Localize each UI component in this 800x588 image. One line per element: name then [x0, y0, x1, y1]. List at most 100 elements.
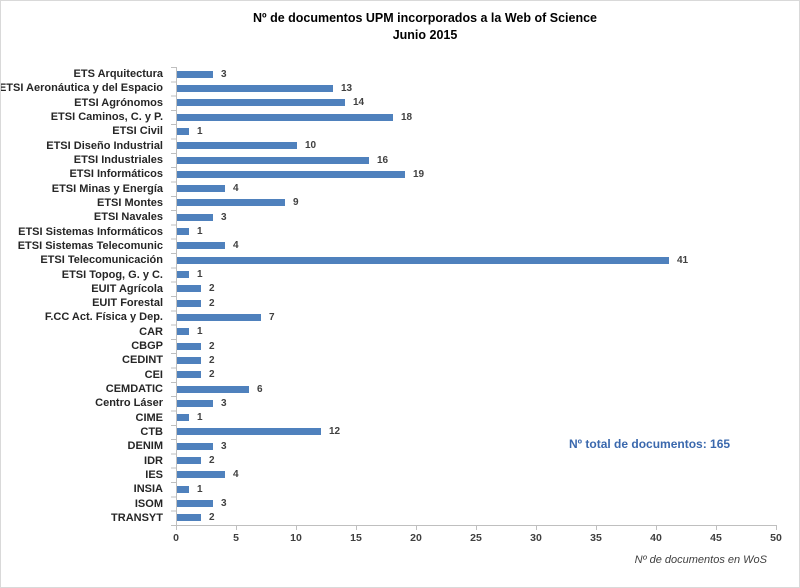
bar-row: 4 — [177, 239, 777, 253]
x-tick-label: 10 — [290, 532, 302, 544]
x-tick-mark — [536, 526, 537, 530]
x-tick-mark — [716, 526, 717, 530]
bar-value-label: 10 — [305, 140, 317, 152]
bar-value-label: 7 — [269, 311, 275, 323]
bar-row: 1 — [177, 267, 777, 281]
category-label: CTB — [140, 425, 163, 438]
bar-value-label: 2 — [209, 283, 215, 295]
x-tick-mark — [416, 526, 417, 530]
bar-row: 2 — [177, 353, 777, 367]
bar — [177, 199, 285, 207]
bar-value-label: 13 — [341, 82, 353, 94]
bar-value-label: 4 — [233, 183, 239, 195]
bar-row: 2 — [177, 296, 777, 310]
x-tick-mark — [776, 526, 777, 530]
category-label: CBGP — [131, 340, 163, 353]
x-tick-label: 35 — [590, 532, 602, 544]
category-label: ETSI Industriales — [73, 154, 163, 167]
bar-row: 2 — [177, 282, 777, 296]
category-label: ETSI Agrónomos — [74, 96, 163, 109]
bar — [177, 213, 213, 221]
bar-value-label: 4 — [233, 469, 239, 481]
bar — [177, 70, 213, 78]
category-axis-tick-marks — [171, 67, 176, 526]
bar — [177, 313, 261, 321]
bar — [177, 328, 189, 336]
category-label: EUIT Forestal — [92, 297, 163, 310]
x-tick-mark — [476, 526, 477, 530]
bar-value-label: 14 — [353, 97, 365, 109]
bar — [177, 271, 189, 279]
bar-row: 1 — [177, 224, 777, 238]
category-label: ETSI Aeronáutica y del Espacio — [0, 82, 163, 95]
bar-value-label: 2 — [209, 455, 215, 467]
x-tick-label: 45 — [710, 532, 722, 544]
x-tick-mark — [176, 526, 177, 530]
bar-value-label: 2 — [209, 354, 215, 366]
bar — [177, 185, 225, 193]
chart-title: Nº de documentos UPM incorporados a la W… — [253, 11, 597, 25]
bar — [177, 385, 249, 393]
bar-row: 2 — [177, 368, 777, 382]
bar — [177, 99, 345, 107]
bar-value-label: 3 — [221, 498, 227, 510]
bar-row: 19 — [177, 167, 777, 181]
bar — [177, 242, 225, 250]
bar — [177, 127, 189, 135]
category-label: CAR — [139, 325, 163, 338]
bar-value-label: 2 — [209, 512, 215, 524]
bar-row: 1 — [177, 482, 777, 496]
bar-row: 9 — [177, 196, 777, 210]
bar-value-label: 1 — [197, 483, 203, 495]
bar-value-label: 41 — [677, 254, 689, 266]
bar — [177, 342, 201, 350]
bar — [177, 500, 213, 508]
x-tick-label: 50 — [770, 532, 782, 544]
x-tick-mark — [296, 526, 297, 530]
bar-value-label: 18 — [401, 111, 413, 123]
bar — [177, 285, 201, 293]
category-label: ETS Arquitectura — [73, 68, 163, 81]
x-tick-label: 30 — [530, 532, 542, 544]
bar — [177, 299, 201, 307]
bar-value-label: 3 — [221, 68, 227, 80]
bar-value-label: 2 — [209, 297, 215, 309]
x-tick-mark — [236, 526, 237, 530]
bar-value-label: 1 — [197, 125, 203, 137]
x-tick-mark — [356, 526, 357, 530]
category-label: IDR — [144, 454, 163, 467]
x-tick-label: 5 — [233, 532, 239, 544]
category-label: ETSI Navales — [93, 211, 163, 224]
bar-row: 7 — [177, 310, 777, 324]
bar-value-label: 16 — [377, 154, 389, 166]
bar — [177, 514, 201, 522]
chart-subtitle: Junio 2015 — [392, 28, 458, 42]
bar — [177, 371, 201, 379]
x-tick-mark — [596, 526, 597, 530]
total-documents-annotation: Nº total de documentos: 165 — [569, 437, 731, 451]
category-label: ETSI Montes — [96, 196, 163, 209]
bar-row: 3 — [177, 396, 777, 410]
bar-row: 4 — [177, 182, 777, 196]
category-label: DENIM — [127, 440, 163, 453]
bar-row: 16 — [177, 153, 777, 167]
bar-row: 13 — [177, 81, 777, 95]
bar-row: 2 — [177, 511, 777, 525]
plot-area: 3 13 14 18 1 10 16 19 4 9 3 1 4 41 1 2 2 7 1 2 2 2 6 3 1 12 3 2 4 1 3 2 — [176, 67, 777, 526]
bar — [177, 457, 201, 465]
bar-row: 1 — [177, 411, 777, 425]
bar-row: 3 — [177, 439, 777, 453]
category-label: F.CC Act. Física y Dep. — [44, 311, 163, 324]
category-label: ETSI Minas y Energía — [51, 182, 163, 195]
x-tick-label: 20 — [410, 532, 422, 544]
category-label: TRANSYT — [111, 511, 163, 524]
bar-row: 3 — [177, 496, 777, 510]
x-tick-label: 15 — [350, 532, 362, 544]
category-label: CEI — [144, 368, 163, 381]
category-label: ETSI Sistemas Informáticos — [18, 225, 163, 238]
bar — [177, 471, 225, 479]
bar-row: 2 — [177, 339, 777, 353]
x-tick-label: 25 — [470, 532, 482, 544]
category-label: CEMDATIC — [105, 383, 163, 396]
